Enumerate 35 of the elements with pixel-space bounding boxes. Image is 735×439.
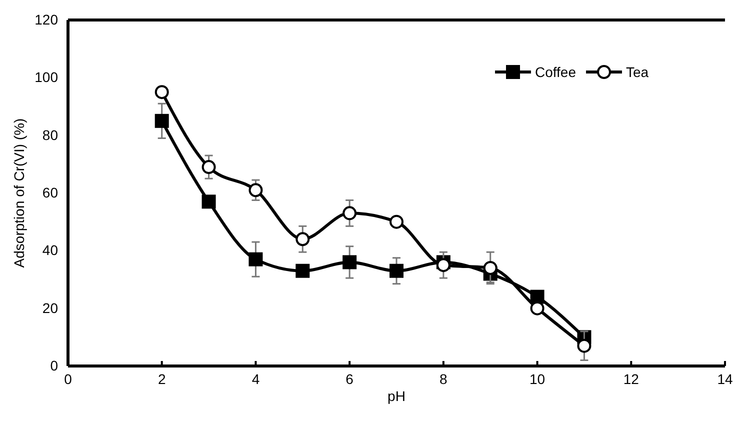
y-tick-label: 100 — [34, 69, 58, 86]
point — [530, 301, 544, 316]
legend-label: Coffee — [535, 64, 576, 80]
point — [342, 206, 357, 220]
y-axis-title: Adsorption of Cr(VI) (%) — [11, 118, 27, 268]
y-tick-label: 120 — [34, 11, 58, 28]
point — [483, 260, 498, 275]
point — [248, 252, 263, 266]
point — [390, 214, 404, 229]
x-axis-title: pH — [388, 388, 406, 404]
point — [202, 194, 216, 209]
x-tick-label: 8 — [440, 370, 448, 387]
legend-label: Tea — [626, 64, 649, 80]
x-tick-label: 10 — [529, 370, 546, 387]
y-tick-label: 60 — [42, 184, 58, 200]
x-tick-label: 2 — [158, 370, 166, 387]
point — [296, 232, 310, 246]
x-tick-label: 6 — [346, 370, 354, 387]
point — [577, 338, 592, 353]
y-tick-label: 40 — [42, 242, 58, 258]
point — [154, 85, 169, 100]
x-tick-label: 4 — [252, 370, 260, 387]
point — [154, 114, 169, 128]
y-tick-label: 0 — [50, 357, 58, 374]
x-tick-label: 0 — [64, 370, 72, 387]
point — [296, 264, 310, 278]
point — [248, 183, 263, 198]
x-tick-label: 12 — [623, 370, 640, 387]
point — [436, 258, 450, 272]
x-tick-label: 14 — [717, 370, 733, 387]
y-tick-label: 80 — [42, 126, 58, 143]
point — [342, 255, 357, 270]
y-tick-label: 20 — [42, 300, 58, 316]
point — [390, 264, 404, 278]
point — [202, 160, 216, 174]
